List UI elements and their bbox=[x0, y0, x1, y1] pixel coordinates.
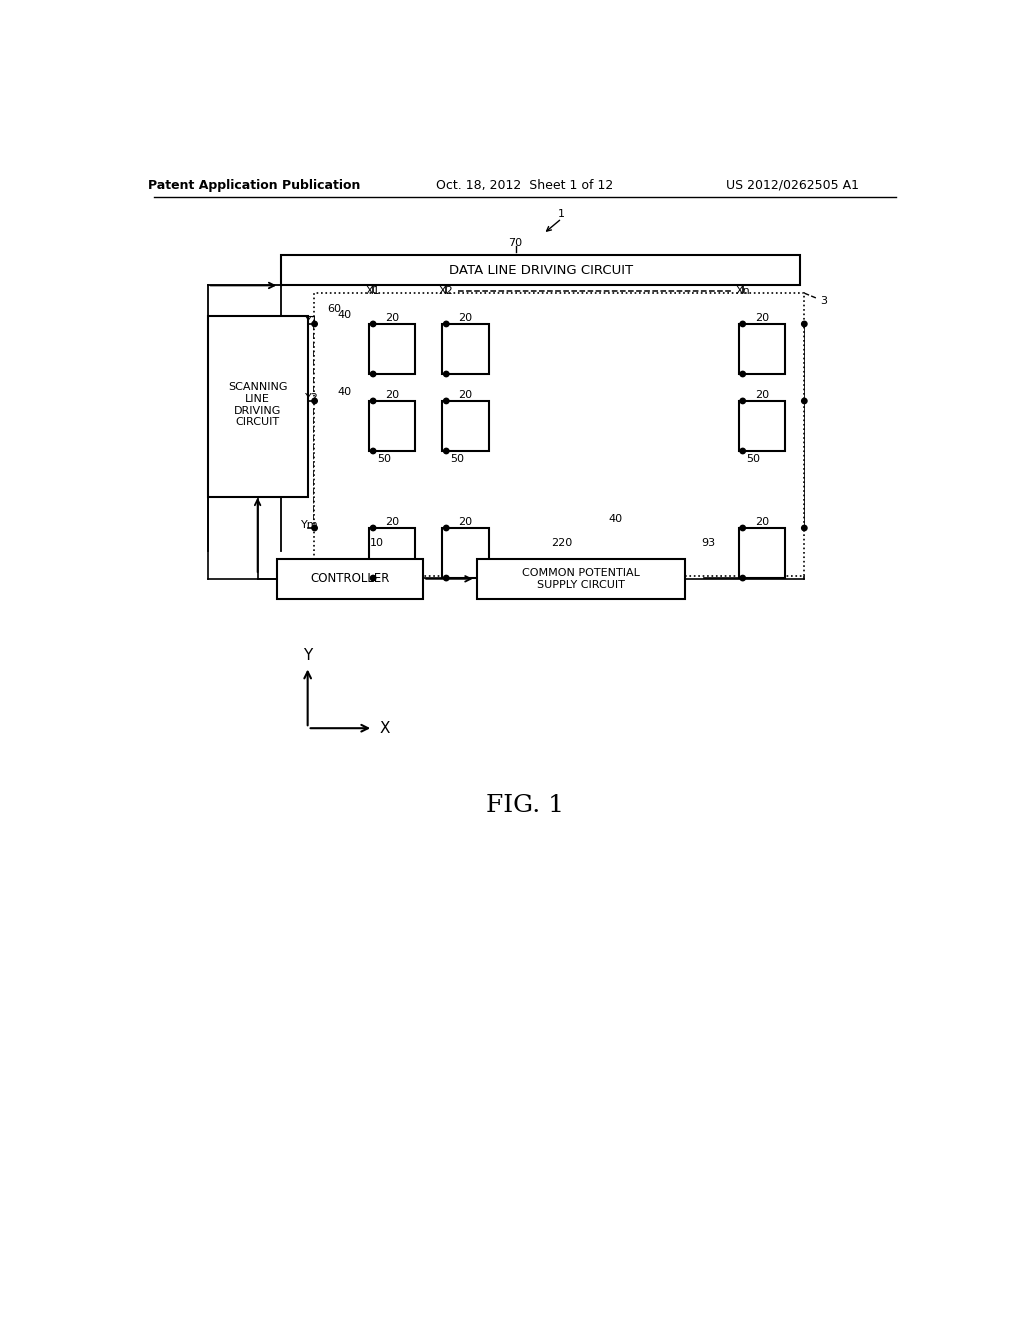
Circle shape bbox=[740, 399, 745, 404]
Text: 20: 20 bbox=[385, 389, 399, 400]
Circle shape bbox=[740, 449, 745, 454]
Text: CONTROLLER: CONTROLLER bbox=[310, 573, 390, 585]
Bar bbox=[442, 323, 488, 374]
Text: 3: 3 bbox=[819, 296, 826, 306]
Circle shape bbox=[443, 449, 449, 454]
Text: SCANNING: SCANNING bbox=[228, 383, 288, 392]
Text: 20: 20 bbox=[755, 389, 769, 400]
Bar bbox=[208, 317, 307, 498]
Text: 220: 220 bbox=[551, 539, 572, 548]
Text: Y2: Y2 bbox=[304, 393, 318, 403]
Circle shape bbox=[312, 321, 317, 326]
Text: 20: 20 bbox=[755, 313, 769, 323]
Circle shape bbox=[802, 525, 807, 531]
Text: DATA LINE DRIVING CIRCUIT: DATA LINE DRIVING CIRCUIT bbox=[449, 264, 633, 277]
Bar bbox=[370, 401, 416, 451]
Text: Patent Application Publication: Patent Application Publication bbox=[147, 178, 360, 191]
Circle shape bbox=[443, 399, 449, 404]
Text: X1: X1 bbox=[366, 286, 381, 296]
Circle shape bbox=[371, 399, 376, 404]
Circle shape bbox=[371, 321, 376, 326]
Text: X2: X2 bbox=[439, 286, 454, 296]
Text: 20: 20 bbox=[385, 517, 399, 527]
Text: FIG. 1: FIG. 1 bbox=[485, 793, 564, 817]
Text: 1: 1 bbox=[558, 209, 565, 219]
Text: US 2012/0262505 A1: US 2012/0262505 A1 bbox=[726, 178, 859, 191]
Text: 40: 40 bbox=[338, 387, 351, 397]
Circle shape bbox=[740, 321, 745, 326]
Bar bbox=[370, 528, 416, 578]
Text: SUPPLY CIRCUIT: SUPPLY CIRCUIT bbox=[537, 579, 625, 590]
Text: 70: 70 bbox=[509, 238, 522, 248]
Text: DRIVING: DRIVING bbox=[233, 405, 282, 416]
Text: 50: 50 bbox=[377, 454, 391, 463]
Text: 20: 20 bbox=[385, 313, 399, 323]
Text: Xn: Xn bbox=[735, 286, 751, 296]
Bar bbox=[442, 528, 488, 578]
Text: CIRCUIT: CIRCUIT bbox=[236, 417, 280, 428]
Circle shape bbox=[740, 525, 745, 531]
Text: 50: 50 bbox=[451, 454, 464, 463]
Text: 93: 93 bbox=[701, 539, 715, 548]
Circle shape bbox=[740, 371, 745, 376]
Circle shape bbox=[312, 399, 317, 404]
Bar bbox=[313, 293, 804, 576]
Text: 50: 50 bbox=[746, 454, 761, 463]
Text: 20: 20 bbox=[459, 313, 472, 323]
Bar bbox=[370, 323, 416, 374]
Text: Oct. 18, 2012  Sheet 1 of 12: Oct. 18, 2012 Sheet 1 of 12 bbox=[436, 178, 613, 191]
Text: 20: 20 bbox=[459, 517, 472, 527]
Circle shape bbox=[802, 399, 807, 404]
Bar bbox=[739, 401, 785, 451]
Bar bbox=[739, 528, 785, 578]
Bar bbox=[276, 558, 423, 599]
Circle shape bbox=[371, 576, 376, 581]
Circle shape bbox=[443, 321, 449, 326]
Text: 20: 20 bbox=[459, 389, 472, 400]
Circle shape bbox=[802, 321, 807, 326]
Bar bbox=[281, 255, 801, 285]
Text: Ym: Ym bbox=[301, 520, 318, 529]
Text: X: X bbox=[380, 721, 390, 735]
Text: 60: 60 bbox=[327, 304, 341, 314]
Circle shape bbox=[371, 525, 376, 531]
Circle shape bbox=[371, 449, 376, 454]
Text: 40: 40 bbox=[608, 513, 623, 524]
Circle shape bbox=[371, 371, 376, 376]
Text: LINE: LINE bbox=[245, 395, 270, 404]
Circle shape bbox=[312, 525, 317, 531]
Text: Y1: Y1 bbox=[305, 315, 318, 326]
Bar bbox=[739, 323, 785, 374]
Text: 40: 40 bbox=[338, 310, 351, 319]
Text: 10: 10 bbox=[370, 539, 384, 548]
Text: 20: 20 bbox=[755, 517, 769, 527]
Text: COMMON POTENTIAL: COMMON POTENTIAL bbox=[522, 568, 640, 578]
Bar bbox=[477, 558, 685, 599]
Circle shape bbox=[443, 371, 449, 376]
Text: Y: Y bbox=[303, 648, 312, 663]
Bar bbox=[442, 401, 488, 451]
Circle shape bbox=[740, 576, 745, 581]
Circle shape bbox=[443, 576, 449, 581]
Circle shape bbox=[443, 525, 449, 531]
